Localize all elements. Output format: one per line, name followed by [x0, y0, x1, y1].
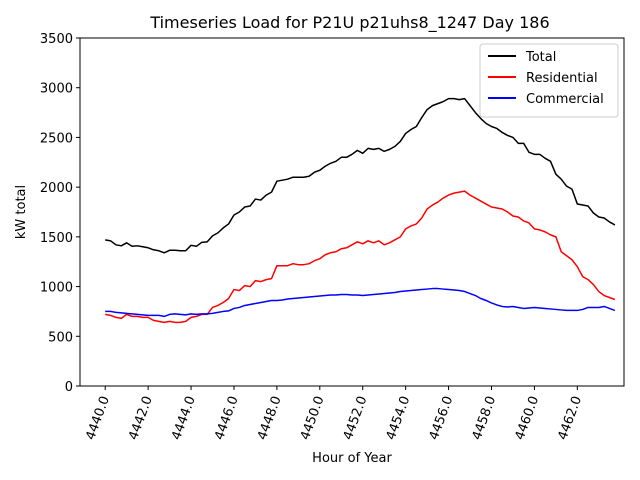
series-line-residential [105, 190, 616, 324]
y-tick-label: 1500 [40, 231, 73, 246]
y-tick-label: 0 [65, 380, 73, 395]
legend-label-commercial: Commercial [526, 92, 604, 107]
series-line-commercial [105, 287, 616, 318]
y-axis-title: kW total [14, 185, 29, 239]
x-axis-title: Hour of Year [312, 451, 392, 466]
series-layer [105, 97, 616, 324]
y-tick-label: 2000 [40, 181, 73, 196]
series-line-total [105, 97, 616, 254]
y-tick-label: 3000 [40, 82, 73, 97]
y-tick-label: 500 [48, 330, 73, 345]
chart-title: Timeseries Load for P21U p21uhs8_1247 Da… [149, 13, 549, 33]
legend: Total Residential Commercial [479, 43, 619, 118]
y-tick-label: 3500 [40, 32, 73, 47]
y-axis: 0 500 1000 1500 2000 2500 3000 3500 [40, 32, 80, 395]
plot-border [79, 37, 625, 387]
legend-label-total: Total [525, 50, 556, 65]
y-tick-label: 1000 [40, 281, 73, 296]
axes-frame [79, 37, 625, 387]
y-tick-label: 2500 [40, 131, 73, 146]
legend-label-residential: Residential [526, 71, 598, 86]
